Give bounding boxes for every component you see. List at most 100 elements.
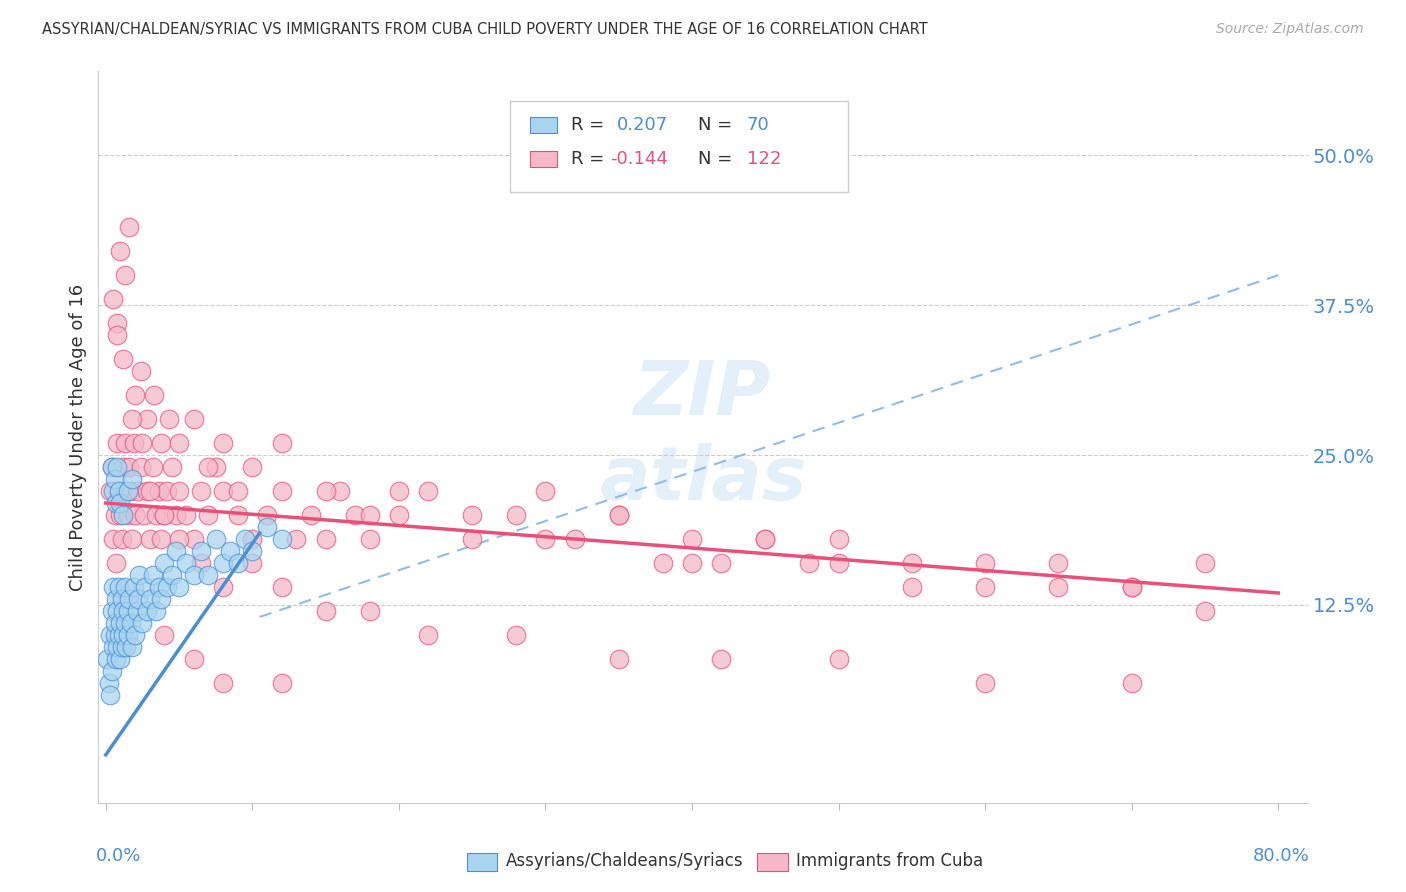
- Point: [110, 244, 132, 259]
- Point: [117, 483, 139, 498]
- FancyBboxPatch shape: [509, 101, 848, 192]
- Point: [118, 460, 141, 475]
- Point: [153, 556, 176, 570]
- Point: [183, 568, 205, 582]
- Point: [110, 508, 132, 522]
- Point: [153, 628, 176, 642]
- Point: [105, 591, 128, 606]
- Point: [122, 580, 145, 594]
- Point: [118, 591, 141, 606]
- Point: [183, 652, 205, 666]
- Point: [233, 532, 256, 546]
- Point: [111, 640, 134, 654]
- Text: Assyrians/Chaldeans/Syriacs: Assyrians/Chaldeans/Syriacs: [506, 853, 744, 871]
- Point: [110, 615, 132, 630]
- Point: [121, 532, 143, 546]
- Point: [974, 556, 997, 570]
- Point: [120, 615, 142, 630]
- Point: [129, 460, 152, 475]
- Point: [204, 532, 226, 546]
- Point: [101, 580, 124, 594]
- Point: [461, 532, 484, 546]
- Point: [270, 676, 292, 690]
- Point: [105, 556, 128, 570]
- Point: [285, 532, 308, 546]
- FancyBboxPatch shape: [467, 853, 498, 871]
- Point: [607, 508, 630, 522]
- Point: [100, 604, 122, 618]
- Point: [167, 436, 190, 450]
- Point: [827, 532, 849, 546]
- Point: [176, 508, 198, 522]
- Point: [901, 556, 924, 570]
- Point: [150, 436, 173, 450]
- Point: [138, 591, 160, 606]
- Point: [148, 580, 170, 594]
- Text: 0.207: 0.207: [617, 116, 668, 134]
- Point: [190, 483, 212, 498]
- Point: [101, 292, 124, 306]
- Point: [240, 544, 263, 558]
- Point: [112, 628, 135, 642]
- Point: [827, 652, 849, 666]
- Point: [112, 508, 135, 522]
- Point: [138, 483, 160, 498]
- Point: [651, 556, 673, 570]
- Point: [132, 508, 155, 522]
- Point: [150, 532, 173, 546]
- Point: [240, 556, 263, 570]
- Point: [107, 316, 129, 330]
- Point: [212, 676, 235, 690]
- Point: [534, 483, 557, 498]
- Point: [111, 591, 134, 606]
- Point: [145, 604, 167, 618]
- Point: [197, 460, 219, 475]
- Point: [103, 628, 125, 642]
- Point: [197, 508, 219, 522]
- Point: [564, 532, 586, 546]
- Text: -0.144: -0.144: [610, 150, 668, 168]
- Point: [121, 640, 143, 654]
- Point: [134, 580, 156, 594]
- Point: [150, 591, 173, 606]
- Point: [197, 568, 219, 582]
- Point: [183, 532, 205, 546]
- Point: [256, 520, 278, 534]
- Point: [710, 556, 733, 570]
- Point: [204, 460, 226, 475]
- Text: R =: R =: [571, 150, 610, 168]
- Point: [165, 508, 187, 522]
- Point: [190, 544, 212, 558]
- FancyBboxPatch shape: [758, 853, 787, 871]
- Point: [142, 568, 165, 582]
- Point: [226, 483, 249, 498]
- Point: [299, 508, 322, 522]
- Point: [118, 220, 141, 235]
- Point: [156, 483, 179, 498]
- Point: [212, 483, 235, 498]
- Point: [165, 544, 187, 558]
- Point: [135, 412, 157, 426]
- Point: [270, 483, 292, 498]
- Text: 0.0%: 0.0%: [96, 847, 142, 864]
- Point: [127, 483, 149, 498]
- Point: [1121, 580, 1143, 594]
- Point: [110, 496, 132, 510]
- Point: [754, 532, 776, 546]
- Point: [124, 388, 146, 402]
- Point: [153, 508, 176, 522]
- Point: [129, 364, 152, 378]
- Point: [114, 436, 136, 450]
- Text: R =: R =: [571, 116, 610, 134]
- Point: [681, 532, 703, 546]
- Point: [101, 483, 124, 498]
- Point: [160, 460, 183, 475]
- Point: [1047, 580, 1070, 594]
- Point: [315, 604, 337, 618]
- Point: [534, 532, 557, 546]
- Point: [167, 532, 190, 546]
- Point: [107, 436, 129, 450]
- Point: [176, 556, 198, 570]
- Point: [117, 604, 139, 618]
- Point: [167, 483, 190, 498]
